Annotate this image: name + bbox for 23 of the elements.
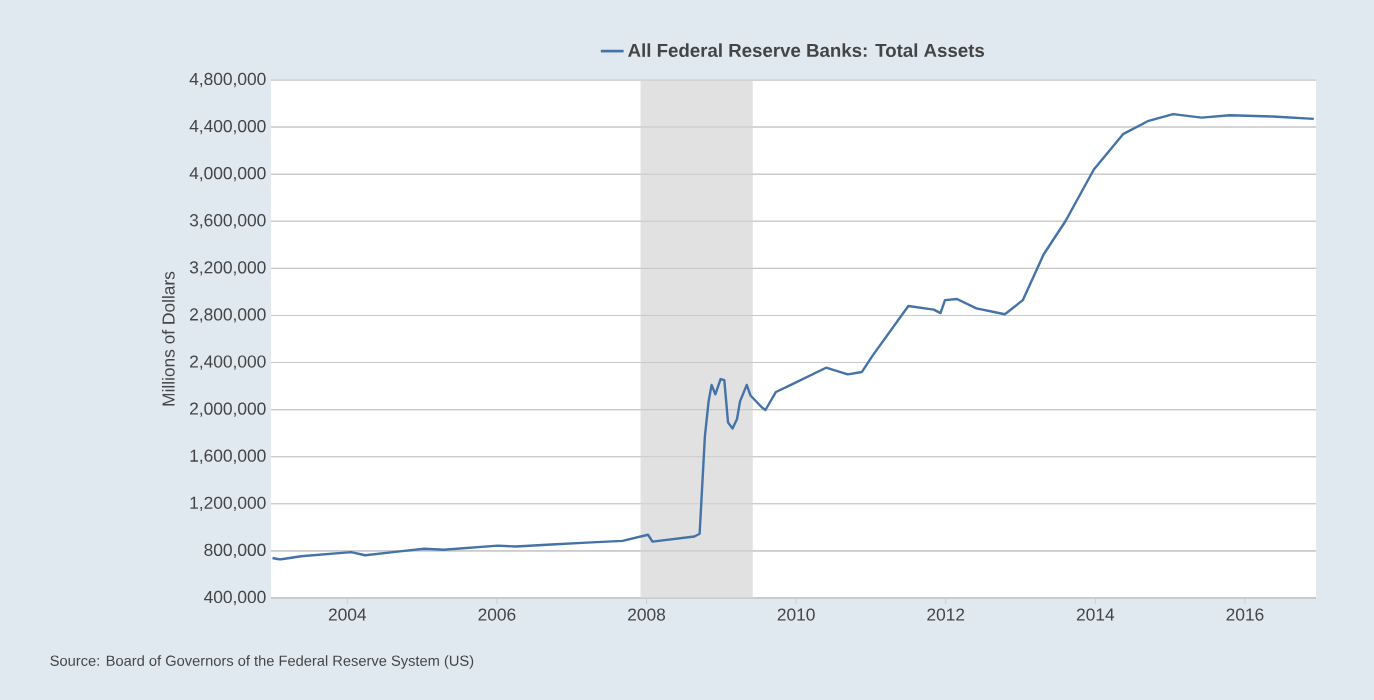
y-tick-label: 2,000,000 — [190, 402, 266, 417]
y-tick-label: 4,400,000 — [189, 119, 266, 135]
x-tick-label: 2004 — [328, 608, 367, 621]
y-tick-label: 400,000 — [204, 590, 266, 606]
x-tick-label: 2008 — [628, 608, 666, 621]
y-tick-label: 1,200,000 — [190, 496, 266, 511]
line-series — [271, 112, 1315, 561]
y-tick-label: 1,600,000 — [190, 449, 266, 464]
x-tick-label: 2006 — [478, 608, 516, 621]
source-note: Source: Board of Governors of the Federal Reserve System (US) — [50, 655, 474, 669]
x-tick-label: 2010 — [777, 608, 815, 621]
legend-label: All Federal Reserve Banks: Total Assets — [628, 43, 985, 58]
y-tick-label: 4,800,000 — [189, 72, 266, 88]
y-tick-label: 3,600,000 — [189, 214, 266, 229]
x-tick-label: 2014 — [1076, 608, 1115, 621]
y-tick-label: 3,200,000 — [189, 261, 266, 276]
y-axis-title: Millions of Dollars — [161, 271, 175, 406]
y-tick-label: 4,000,000 — [189, 167, 266, 182]
y-tick-label: 800,000 — [204, 543, 266, 559]
y-tick-label: 2,800,000 — [190, 308, 266, 323]
y-tick-label: 2,400,000 — [190, 355, 266, 370]
x-tick-label: 2012 — [927, 608, 965, 621]
x-tick-label: 2016 — [1226, 608, 1264, 621]
